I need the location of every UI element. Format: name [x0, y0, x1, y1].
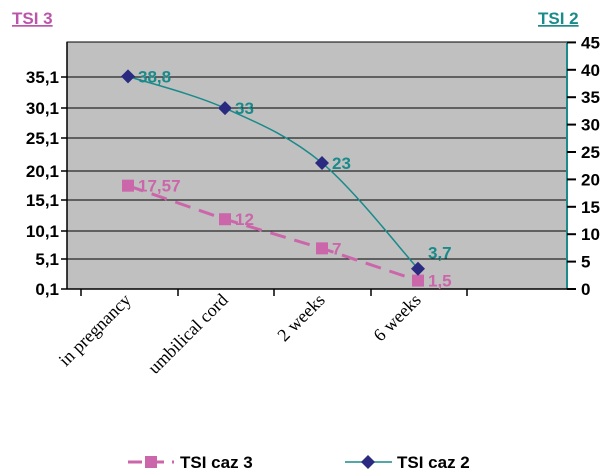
series-tsi-caz-2-marker: [315, 155, 329, 170]
series-tsi-caz-2-marker: [218, 101, 232, 116]
series-tsi-caz-2-data-label: 33: [235, 99, 254, 118]
left-tick-label: 15,1: [26, 191, 59, 210]
series-tsi-caz-2-data-label: 23: [332, 154, 351, 173]
series-tsi-caz-2-marker: [411, 261, 425, 276]
series-tsi-caz-2-data-label: 38,8: [138, 67, 171, 86]
series-tsi-caz-3-line: [127, 184, 419, 283]
right-tick-label: 15: [581, 198, 600, 217]
series-tsi-caz-3-marker: [122, 179, 134, 192]
left-tick-label: 5,1: [35, 250, 59, 269]
left-tick-label: 10,1: [26, 222, 59, 241]
x-tick-label: 6 weeks: [369, 290, 424, 345]
series-tsi-caz-2-data-label: 3,7: [428, 244, 452, 263]
x-tick-label: umbilical cord: [144, 290, 232, 378]
right-tick-label: 10: [581, 225, 600, 244]
x-tick-label: 2 weeks: [273, 290, 328, 345]
series-tsi-caz-3-data-label: 12: [235, 210, 254, 229]
legend-tsi-caz-3-label: TSI caz 3: [180, 453, 253, 472]
left-tick-label: 30,1: [26, 99, 59, 118]
right-tick-label: 30: [581, 116, 600, 135]
right-axis-title: TSI 2: [538, 9, 579, 28]
series-tsi-caz-3-marker: [412, 274, 424, 287]
series-tsi-caz-3-data-label: 7: [332, 239, 341, 258]
series-tsi-caz-3-marker: [219, 213, 231, 226]
right-tick-label: 40: [581, 61, 600, 80]
series-tsi-caz-3-data-label: 1,5: [428, 272, 452, 291]
series-tsi-caz-2-marker: [121, 69, 135, 84]
left-tick-label: 25,1: [26, 129, 59, 148]
left-tick-label: 0,1: [35, 280, 59, 299]
right-tick-label: 45: [581, 33, 600, 52]
right-tick-label: 0: [581, 280, 590, 299]
series-tsi-caz-3-data-label: 17,57: [138, 177, 181, 196]
x-tick-label: in pregnancy: [55, 290, 135, 370]
series-tsi-caz-2-line: [127, 75, 419, 270]
right-tick-label: 5: [581, 253, 590, 272]
left-tick-label: 35,1: [26, 68, 59, 87]
legend-tsi-caz-2-marker: [361, 455, 375, 469]
right-tick-label: 25: [581, 143, 600, 162]
legend-tsi-caz-3-marker: [145, 456, 157, 468]
right-tick-label: 20: [581, 170, 600, 189]
legend-tsi-caz-2-label: TSI caz 2: [397, 453, 470, 472]
series-tsi-caz-3-marker: [316, 242, 328, 255]
left-axis-title: TSI 3: [12, 9, 53, 28]
left-tick-label: 20,1: [26, 162, 59, 181]
right-tick-label: 35: [581, 88, 600, 107]
